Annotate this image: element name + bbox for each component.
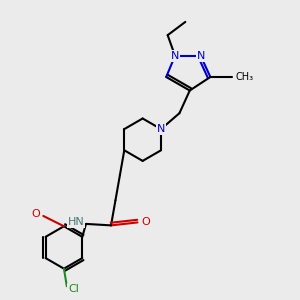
Text: HN: HN bbox=[68, 218, 85, 227]
Text: N: N bbox=[196, 51, 205, 61]
Text: N: N bbox=[157, 124, 165, 134]
Text: N: N bbox=[171, 51, 179, 61]
Text: O: O bbox=[32, 209, 40, 220]
Text: CH₃: CH₃ bbox=[236, 72, 254, 82]
Text: Cl: Cl bbox=[68, 284, 79, 294]
Text: O: O bbox=[141, 218, 150, 227]
